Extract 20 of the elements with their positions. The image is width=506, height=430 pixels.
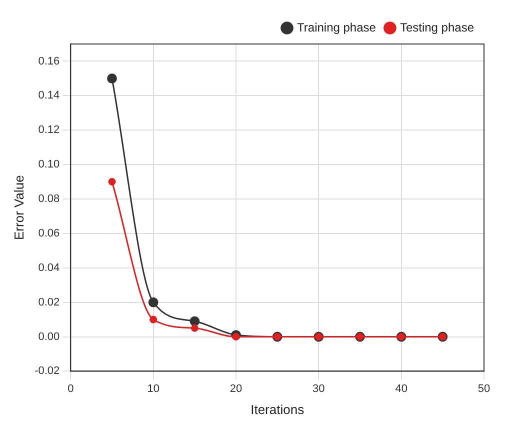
y-tick-label: 0.02 xyxy=(38,296,60,308)
y-tick-label: 0.06 xyxy=(38,227,60,240)
y-tick-label: 0.16 xyxy=(38,55,60,68)
y-axis-title: Error Value xyxy=(11,175,26,240)
x-tick-label: 10 xyxy=(147,382,160,395)
legend-label: Testing phase xyxy=(400,20,474,34)
y-tick-label: -0.02 xyxy=(34,365,60,378)
y-tick-label: 0.00 xyxy=(38,330,60,343)
x-tick-label: 50 xyxy=(478,382,490,395)
x-tick-label: 20 xyxy=(230,382,242,395)
y-tick-label: 0.08 xyxy=(38,193,60,206)
y-tick-label: 0.14 xyxy=(38,90,60,102)
x-tick-label: 30 xyxy=(312,382,325,395)
y-tick-label: 0.04 xyxy=(38,262,60,274)
legend-label: Training phase xyxy=(297,20,376,34)
x-tick-label: 40 xyxy=(395,382,408,395)
y-tick-label: 0.12 xyxy=(38,124,60,136)
y-tick-label: 0.10 xyxy=(38,158,60,171)
x-tick-label: 0 xyxy=(68,382,74,395)
x-axis-title: Iterations xyxy=(250,402,305,417)
